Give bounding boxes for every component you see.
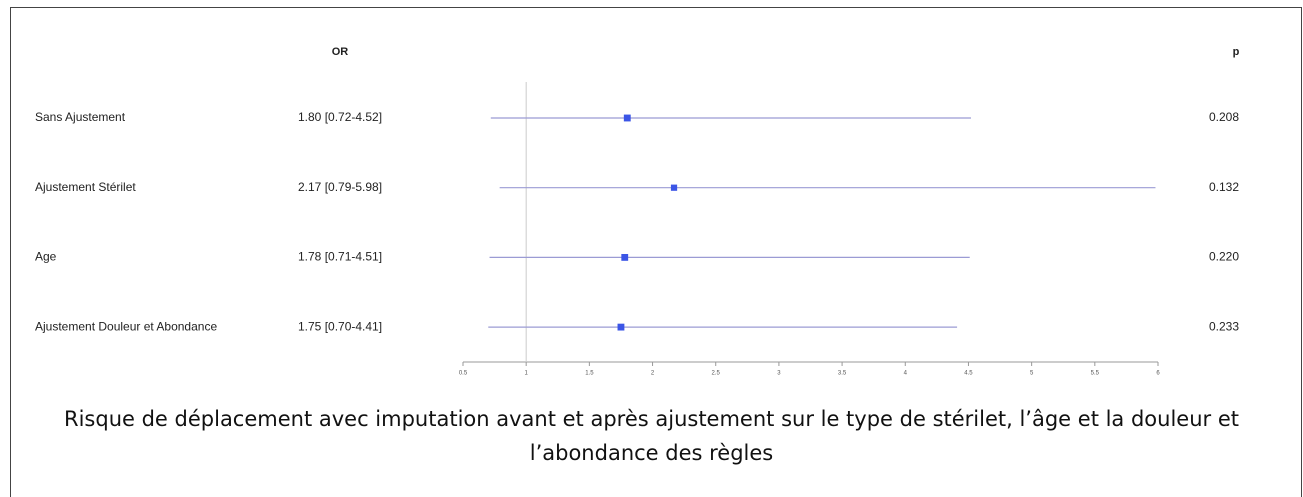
x-tick-label: 5.5 (1091, 371, 1100, 377)
or-label: 1.78 [0.71-4.51] (298, 250, 382, 264)
x-tick-label: 1.5 (585, 371, 594, 377)
x-tick-label: 5 (1030, 371, 1034, 377)
x-tick-label: 4.5 (964, 371, 973, 377)
x-tick-label: 2.5 (712, 371, 721, 377)
row-label: Sans Ajustement (35, 110, 126, 124)
p-label: 0.220 (1209, 250, 1239, 264)
frame (10, 7, 1302, 497)
x-tick-label: 2 (651, 371, 655, 377)
or-label: 2.17 [0.79-5.98] (298, 180, 382, 194)
p-label: 0.208 (1209, 110, 1239, 124)
row-label: Age (35, 250, 57, 264)
point-estimate (617, 323, 625, 331)
x-tick-label: 3.5 (838, 371, 847, 377)
point-estimate (670, 184, 678, 191)
or-header: OR (332, 46, 349, 58)
chart: OR p 0.5 1 1.5 2 2.5 3 3.5 4 4.5 5 5.5 6 Sans Ajuste… (35, 46, 1240, 377)
x-tick-label: 1 (525, 371, 529, 377)
p-label: 0.233 (1209, 319, 1239, 333)
x-tick-label: 4 (904, 371, 908, 377)
x-tick-label: 0.5 (459, 371, 468, 377)
or-label: 1.75 [0.70-4.41] (298, 319, 382, 333)
point-estimate (623, 114, 631, 122)
x-tick-label: 3 (777, 371, 781, 377)
or-label: 1.80 [0.72-4.52] (298, 110, 382, 124)
caption: Risque de déplacement avec imputation av… (64, 407, 1239, 465)
row-label: Ajustement Douleur et Abondance (35, 319, 217, 333)
p-header: p (1233, 46, 1240, 58)
x-tick-label: 6 (1156, 371, 1160, 377)
row-label: Ajustement Stérilet (35, 180, 136, 194)
point-estimate (621, 253, 629, 261)
p-label: 0.132 (1209, 180, 1239, 194)
